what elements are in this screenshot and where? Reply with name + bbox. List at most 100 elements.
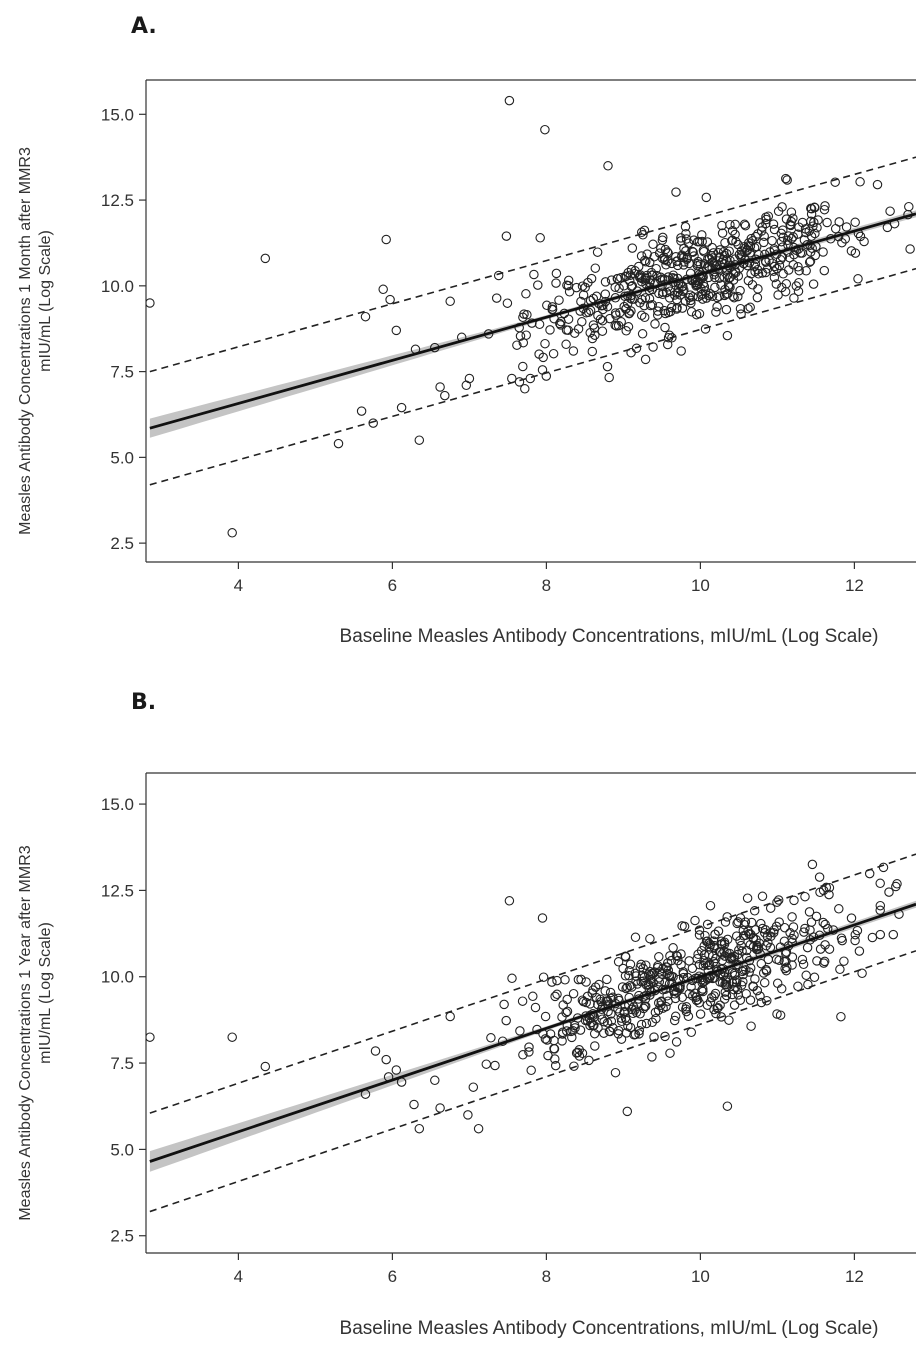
- data-point: [819, 204, 830, 215]
- data-point: [648, 239, 658, 250]
- data-point: [619, 281, 629, 291]
- data-point: [681, 1006, 692, 1017]
- data-point: [711, 953, 721, 964]
- data-point: [800, 891, 810, 902]
- data-point: [593, 310, 603, 321]
- data-point: [613, 957, 624, 967]
- data-point: [702, 237, 713, 247]
- data-point: [743, 275, 754, 286]
- data-point: [664, 330, 675, 341]
- data-point: [560, 975, 570, 985]
- data-point: [846, 246, 857, 256]
- data-point: [656, 243, 666, 254]
- data-point: [804, 907, 815, 917]
- data-point: [676, 236, 686, 246]
- data-point: [756, 958, 767, 969]
- data-point: [613, 993, 624, 1004]
- data-point: [653, 1005, 664, 1016]
- data-point: [515, 331, 526, 341]
- data-point: [260, 253, 271, 264]
- x-tick-label: 6: [388, 1267, 397, 1286]
- data-point: [702, 936, 713, 946]
- data-point: [638, 976, 649, 986]
- data-point: [690, 915, 700, 926]
- data-point: [524, 1042, 534, 1052]
- data-point: [381, 234, 391, 245]
- data-point: [782, 235, 793, 246]
- data-point: [702, 919, 713, 930]
- data-point: [582, 1015, 593, 1026]
- data-point: [699, 950, 710, 960]
- data-point: [689, 251, 699, 261]
- data-point: [502, 298, 513, 308]
- data-point: [589, 1020, 599, 1031]
- data-point: [468, 1082, 479, 1092]
- data-point: [524, 1047, 534, 1057]
- data-point: [711, 307, 721, 317]
- data-point: [741, 930, 751, 940]
- data-point: [789, 930, 799, 940]
- data-point: [605, 987, 616, 998]
- data-point: [610, 282, 620, 293]
- data-point: [562, 280, 572, 291]
- data-point: [663, 248, 673, 258]
- data-point: [691, 309, 702, 320]
- data-point: [587, 346, 598, 357]
- data-point: [562, 1006, 573, 1017]
- data-point: [717, 220, 727, 231]
- data-point: [700, 286, 711, 296]
- data-point: [670, 1011, 681, 1022]
- data-point: [567, 1032, 577, 1043]
- data-point: [836, 1011, 846, 1022]
- y-tick-label: 2.5: [110, 534, 134, 553]
- data-point: [602, 361, 613, 372]
- data-point: [781, 965, 792, 976]
- data-point: [740, 220, 751, 231]
- data-point: [707, 242, 717, 253]
- data-point: [666, 302, 677, 313]
- data-point: [621, 271, 632, 281]
- data-point: [549, 1035, 559, 1046]
- x-tick-label: 4: [234, 1267, 243, 1286]
- data-point: [621, 983, 631, 994]
- data-point: [639, 255, 650, 266]
- data-point: [571, 1048, 582, 1058]
- data-point: [769, 261, 780, 272]
- data-point: [757, 891, 768, 902]
- data-point: [727, 226, 738, 236]
- data-point: [695, 1009, 706, 1019]
- data-point: [738, 976, 748, 987]
- data-point: [771, 279, 782, 289]
- prediction-lower-line: [149, 267, 916, 486]
- regression-line: [149, 212, 916, 430]
- data-point: [592, 247, 603, 257]
- data-point: [821, 882, 832, 893]
- data-point: [577, 1048, 588, 1059]
- data-point: [662, 339, 673, 350]
- data-point: [370, 1046, 381, 1056]
- data-point: [708, 936, 719, 946]
- data-point: [745, 241, 756, 251]
- data-point: [716, 280, 726, 290]
- data-point: [799, 927, 809, 937]
- data-point: [637, 329, 648, 339]
- data-point: [604, 1026, 615, 1036]
- data-point: [733, 271, 744, 281]
- data-point: [746, 1021, 756, 1031]
- data-point: [547, 977, 557, 987]
- data-point: [660, 1031, 670, 1042]
- y-axis-title: Measles Antibody Concentrations 1 Year a…: [17, 845, 34, 1220]
- data-point: [846, 913, 857, 923]
- y-tick-label: 12.5: [101, 191, 134, 210]
- data-point: [647, 968, 657, 979]
- data-point: [819, 956, 830, 967]
- data-point: [569, 1061, 579, 1071]
- data-point: [590, 1041, 600, 1051]
- data-point: [600, 289, 611, 299]
- data-point: [839, 956, 849, 966]
- data-point: [708, 973, 718, 984]
- data-point: [581, 977, 591, 987]
- data-point: [714, 291, 724, 302]
- data-point: [391, 325, 402, 336]
- data-point: [808, 279, 819, 289]
